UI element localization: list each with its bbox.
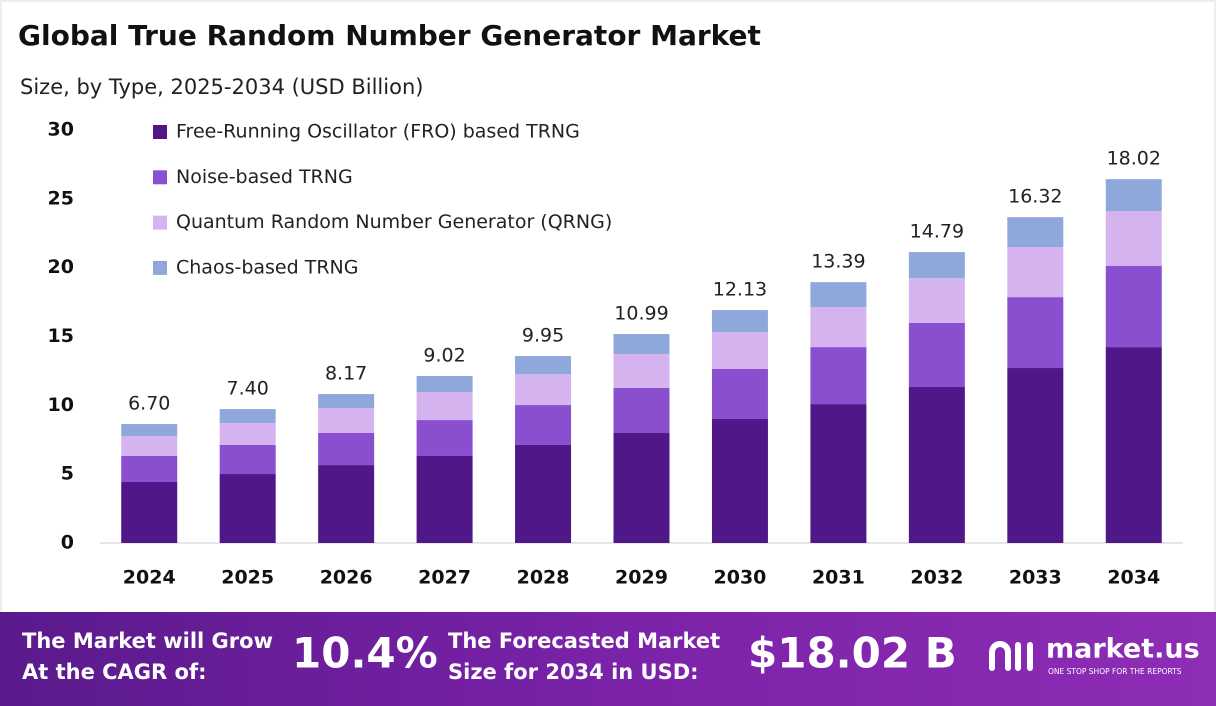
footer-text: The Market will Grow [22,629,273,653]
bar-segment [121,424,178,437]
total-label: 8.17 [325,363,367,385]
bar-segment [219,423,276,445]
bar-segment [219,409,276,424]
x-tick-label: 2031 [812,567,865,589]
total-label: 18.02 [1107,148,1161,170]
y-tick-label: 25 [48,187,74,209]
chart-subtitle: Size, by Type, 2025-2034 (USD Billion) [20,75,423,99]
bar-segment [711,418,768,543]
bar-segment [219,444,276,475]
y-tick-label: 15 [48,325,74,347]
bar-segment [810,347,867,405]
legend-swatch [153,260,167,275]
x-tick-label: 2033 [1009,567,1062,589]
footer-value: $18.02 B [748,629,957,678]
legend-swatch [153,125,167,139]
bar-segment [908,387,965,543]
x-tick-label: 2027 [418,567,471,589]
bar-segment [908,278,965,324]
bar-segment [1007,217,1064,248]
x-tick-label: 2030 [714,567,767,589]
legend-label: Noise-based TRNG [176,166,353,188]
bar-segment [515,356,572,375]
total-label: 6.70 [128,393,170,415]
legend-label: Quantum Random Number Generator (QRNG) [176,211,612,233]
footer-text: At the CAGR of: [22,660,207,684]
bar-segment [515,444,572,543]
bar-segment [613,334,670,354]
legend-swatch [153,170,167,185]
x-tick-label: 2025 [221,567,274,589]
bar-segment [318,465,375,543]
bar-segment [1105,347,1162,543]
bar-segment [908,323,965,388]
bar-segment [416,420,473,456]
bar-segment [1007,368,1064,543]
bar-segment [613,433,670,543]
legend-label: Chaos-based TRNG [176,256,358,278]
legend-label: Free-Running Oscillator (FRO) based TRNG [176,121,580,143]
bar-segment [810,307,867,348]
legend-swatch [153,215,167,230]
bar-segment [121,482,178,543]
x-tick-label: 2026 [320,567,373,589]
x-tick-label: 2028 [517,567,570,589]
y-tick-label: 10 [48,394,74,416]
bar-segment [711,332,768,369]
bar-segment [1007,247,1064,298]
bar-segment [711,310,768,333]
y-tick-label: 0 [61,532,74,554]
bar-segment [416,376,473,392]
total-label: 7.40 [227,378,269,400]
bar-segment [1105,211,1162,267]
total-label: 9.95 [522,325,564,347]
bar-segment [121,436,178,456]
bar-segment [318,433,375,466]
chart-title: Global True Random Number Generator Mark… [18,19,761,52]
bar-segment [515,374,572,406]
y-tick-label: 30 [48,119,74,141]
bar-segment [121,455,178,483]
bar-segment [318,408,375,434]
bar-segment [810,404,867,543]
footer-text: Size for 2034 in USD: [448,660,699,684]
bar-segment [515,405,572,445]
total-label: 13.39 [811,251,865,273]
bar-segment [416,455,473,543]
footer-text: The Forecasted Market [448,629,720,653]
footer-value: 10.4% [292,629,438,678]
total-label: 10.99 [614,303,668,325]
bar-segment [1007,297,1064,369]
y-tick-label: 5 [61,463,74,485]
bar-segment [908,252,965,279]
bar-segment [1105,179,1162,212]
bar-segment [416,391,473,421]
total-label: 16.32 [1008,186,1062,208]
bar-segment [1105,266,1162,348]
brand-name: market.us [1046,634,1200,665]
bar-segment [711,368,768,419]
x-tick-label: 2024 [123,567,176,589]
brand-logo [989,641,1033,671]
bar-segment [219,474,276,543]
bar-segment [318,394,375,409]
brand-tagline: ONE STOP SHOP FOR THE REPORTS [1048,667,1182,676]
x-tick-label: 2029 [615,567,668,589]
bar-segment [613,353,670,388]
y-tick-label: 20 [48,256,74,278]
x-tick-label: 2034 [1107,567,1160,589]
bar-segment [810,282,867,308]
x-tick-label: 2032 [910,567,963,589]
total-label: 14.79 [910,221,964,243]
total-label: 9.02 [423,345,465,367]
footer-band [0,612,1216,706]
total-label: 12.13 [713,279,767,301]
bar-segment [613,387,670,434]
